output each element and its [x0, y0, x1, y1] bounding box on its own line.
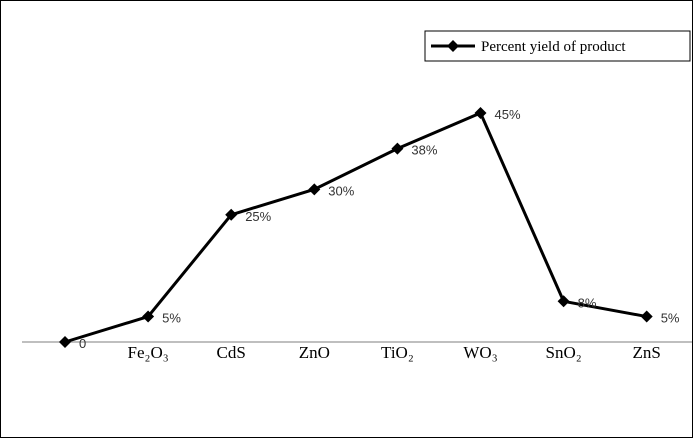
- data-label: 38%: [411, 143, 437, 158]
- legend-label: Percent yield of product: [481, 39, 626, 55]
- x-tick-label: TiO₂: [381, 343, 414, 362]
- x-tick-label: ZnO: [299, 343, 330, 362]
- data-label: 25%: [245, 209, 271, 224]
- marker: [557, 295, 570, 308]
- x-tick-label: ZnS: [633, 343, 661, 362]
- marker: [225, 208, 238, 221]
- marker: [474, 107, 487, 119]
- marker: [640, 310, 653, 323]
- line: [64, 111, 647, 344]
- data-label: 8%: [578, 295, 597, 310]
- data-label: 5%: [661, 311, 680, 326]
- x-tick-label: Fe₂O₃: [128, 343, 169, 362]
- legend-marker: [447, 40, 459, 52]
- x-tick-label: CdS: [217, 343, 246, 362]
- data-label: 45%: [495, 107, 521, 122]
- marker: [308, 183, 321, 196]
- data-label: 30%: [328, 183, 354, 198]
- x-tick-label: WO₃: [463, 343, 497, 362]
- marker: [142, 310, 155, 323]
- marker: [391, 142, 404, 155]
- data-label: 5%: [162, 311, 181, 326]
- marker: [59, 336, 71, 348]
- x-tick-label: SnO₂: [546, 343, 582, 362]
- data-label: 0: [79, 336, 86, 351]
